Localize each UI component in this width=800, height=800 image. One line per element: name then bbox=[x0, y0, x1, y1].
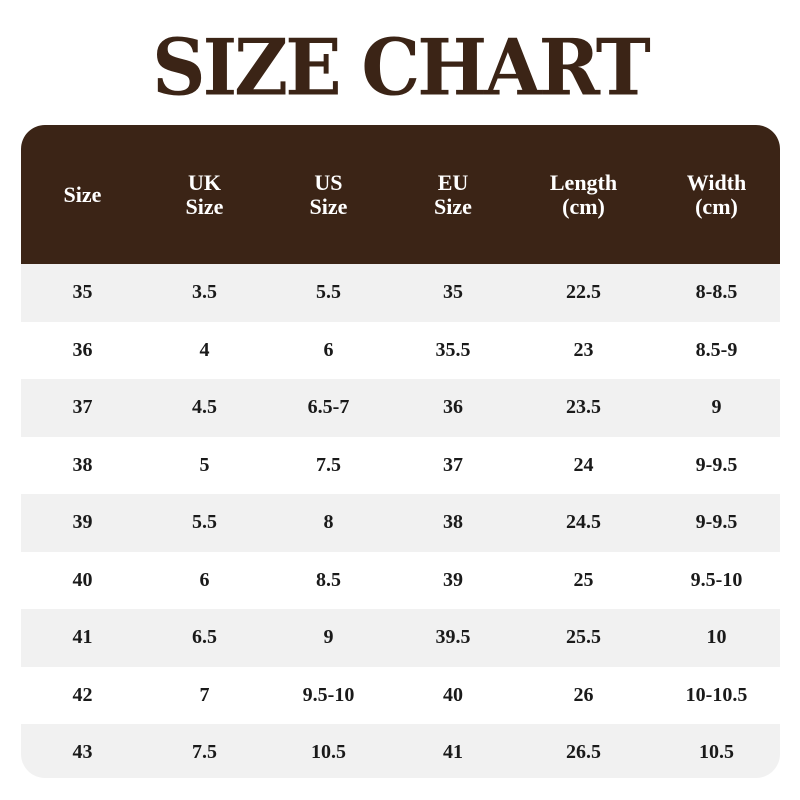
cell-width-cm: 9-9.5 bbox=[695, 453, 738, 476]
cell-width-cm: 10-10.5 bbox=[685, 683, 748, 706]
cell-length-cm: 25 bbox=[573, 568, 594, 591]
cell-width-cm: 8.5-9 bbox=[695, 338, 738, 361]
cell-us-size: 10.5 bbox=[311, 741, 346, 764]
cell-eu-size: 40 bbox=[443, 683, 463, 706]
cell-eu-size: 35.5 bbox=[435, 338, 471, 361]
cell-size: 37 bbox=[72, 396, 93, 419]
cell-length-cm: 23 bbox=[573, 338, 594, 361]
cell-uk-size: 4 bbox=[199, 338, 210, 361]
cell-length-cm: 23.5 bbox=[566, 396, 601, 419]
cell-us-size: 8.5 bbox=[316, 568, 341, 591]
cell-size: 36 bbox=[72, 338, 93, 361]
table-row: 40 6 8.5 39 25 9.5-10 bbox=[21, 551, 780, 609]
cell-uk-size: 7.5 bbox=[192, 741, 217, 764]
table-body: 35 3.5 5.5 35 22.5 8-8.5 36 4 6 35.5 23 8.5-9 37 4.5 6… bbox=[21, 264, 780, 778]
cell-us-size: 5.5 bbox=[316, 281, 341, 304]
cell-length-cm: 26.5 bbox=[566, 741, 601, 764]
cell-us-size: 6.5-7 bbox=[307, 396, 350, 419]
cell-width-cm: 10.5 bbox=[699, 741, 734, 764]
page-title: SIZE CHART bbox=[152, 22, 651, 114]
table-row: 35 3.5 5.5 35 22.5 8-8.5 bbox=[21, 264, 780, 322]
cell-size: 41 bbox=[72, 626, 93, 649]
cell-eu-size: 38 bbox=[443, 511, 463, 534]
header-length-cm: Length (cm) bbox=[549, 169, 618, 219]
cell-uk-size: 5.5 bbox=[192, 511, 217, 534]
table-header: Size UK Size US Size EU Size Length (cm) Widt… bbox=[21, 125, 780, 264]
table-row: 41 6.5 9 39.5 25.5 10 bbox=[21, 609, 780, 667]
cell-size: 42 bbox=[72, 683, 93, 706]
cell-size: 40 bbox=[72, 568, 93, 591]
cell-eu-size: 35 bbox=[443, 281, 463, 304]
table-row: 39 5.5 8 38 24.5 9-9.5 bbox=[21, 494, 780, 552]
cell-size: 35 bbox=[72, 281, 93, 304]
cell-us-size: 9 bbox=[323, 626, 334, 649]
cell-uk-size: 6.5 bbox=[192, 626, 217, 649]
cell-length-cm: 24.5 bbox=[566, 511, 601, 534]
cell-us-size: 7.5 bbox=[316, 453, 341, 476]
cell-length-cm: 26 bbox=[573, 683, 594, 706]
cell-length-cm: 24 bbox=[573, 453, 594, 476]
cell-eu-size: 39.5 bbox=[435, 626, 471, 649]
cell-uk-size: 5 bbox=[199, 453, 210, 476]
header-uk-size: UK Size bbox=[185, 169, 224, 219]
cell-uk-size: 3.5 bbox=[192, 281, 217, 304]
table-row: 42 7 9.5-10 40 26 10-10.5 bbox=[21, 666, 780, 724]
cell-eu-size: 37 bbox=[443, 453, 463, 476]
cell-width-cm: 9 bbox=[711, 396, 722, 419]
size-chart-table: Size UK Size US Size EU Size Length (cm) Widt… bbox=[21, 125, 780, 778]
cell-us-size: 8 bbox=[323, 511, 334, 534]
cell-length-cm: 25.5 bbox=[566, 626, 601, 649]
table-row: 43 7.5 10.5 41 26.5 10.5 bbox=[21, 724, 780, 778]
cell-eu-size: 41 bbox=[443, 741, 463, 764]
cell-size: 38 bbox=[72, 453, 93, 476]
cell-uk-size: 4.5 bbox=[192, 396, 217, 419]
cell-eu-size: 36 bbox=[443, 396, 463, 419]
header-us-size: US Size bbox=[309, 169, 348, 219]
cell-width-cm: 8-8.5 bbox=[695, 281, 738, 304]
cell-width-cm: 9.5-10 bbox=[690, 568, 743, 591]
cell-width-cm: 10 bbox=[706, 626, 727, 649]
header-size: Size bbox=[63, 181, 102, 207]
cell-uk-size: 6 bbox=[199, 568, 210, 591]
cell-width-cm: 9-9.5 bbox=[695, 511, 738, 534]
header-eu-size: EU Size bbox=[434, 169, 472, 219]
table-row: 37 4.5 6.5-7 36 23.5 9 bbox=[21, 379, 780, 437]
table-row: 38 5 7.5 37 24 9-9.5 bbox=[21, 436, 780, 494]
cell-size: 43 bbox=[72, 741, 93, 764]
cell-us-size: 6 bbox=[323, 338, 334, 361]
cell-us-size: 9.5-10 bbox=[302, 683, 355, 706]
cell-size: 39 bbox=[72, 511, 93, 534]
cell-eu-size: 39 bbox=[443, 568, 463, 591]
table-row: 36 4 6 35.5 23 8.5-9 bbox=[21, 321, 780, 379]
cell-uk-size: 7 bbox=[199, 683, 210, 706]
header-width-cm: Width (cm) bbox=[686, 169, 747, 219]
cell-length-cm: 22.5 bbox=[566, 281, 601, 304]
